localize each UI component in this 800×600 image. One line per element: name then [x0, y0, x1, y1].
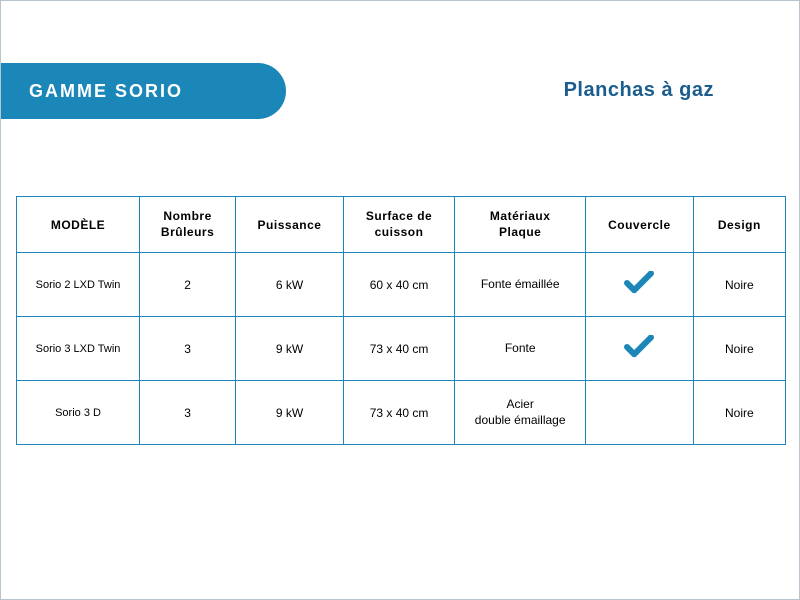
- check-icon: [624, 335, 654, 362]
- cell-burners: 2: [140, 253, 236, 317]
- col-header-power: Puissance: [236, 197, 344, 253]
- cell-model: Sorio 3 D: [17, 381, 140, 445]
- header-pill: GAMME SORIO: [1, 63, 286, 119]
- check-icon: [624, 271, 654, 298]
- col-header-surface: Surface decuisson: [343, 197, 455, 253]
- cell-cover: [586, 317, 694, 381]
- col-header-model: MODÈLE: [17, 197, 140, 253]
- cell-model: Sorio 2 LXD Twin: [17, 253, 140, 317]
- cell-design: Noire: [693, 381, 785, 445]
- product-table: MODÈLE NombreBrûleurs Puissance Surface …: [16, 196, 786, 445]
- cell-design: Noire: [693, 317, 785, 381]
- table-row: Sorio 3 D39 kW73 x 40 cmAcierdouble émai…: [17, 381, 786, 445]
- cell-surface: 60 x 40 cm: [343, 253, 455, 317]
- cell-model: Sorio 3 LXD Twin: [17, 317, 140, 381]
- cell-power: 6 kW: [236, 253, 344, 317]
- cell-cover: [586, 381, 694, 445]
- col-header-design: Design: [693, 197, 785, 253]
- cell-power: 9 kW: [236, 381, 344, 445]
- page-subtitle: Planchas à gaz: [564, 79, 714, 102]
- col-header-material: MatériauxPlaque: [455, 197, 586, 253]
- cell-burners: 3: [140, 381, 236, 445]
- table-header-row: MODÈLE NombreBrûleurs Puissance Surface …: [17, 197, 786, 253]
- table-row: Sorio 3 LXD Twin39 kW73 x 40 cmFonte Noir…: [17, 317, 786, 381]
- cell-burners: 3: [140, 317, 236, 381]
- product-table-wrapper: MODÈLE NombreBrûleurs Puissance Surface …: [16, 196, 786, 445]
- cell-cover: [586, 253, 694, 317]
- header-pill-text: GAMME SORIO: [29, 81, 183, 102]
- cell-power: 9 kW: [236, 317, 344, 381]
- cell-material: Fonte émaillée: [455, 253, 586, 317]
- cell-surface: 73 x 40 cm: [343, 317, 455, 381]
- cell-surface: 73 x 40 cm: [343, 381, 455, 445]
- cell-material: Acierdouble émaillage: [455, 381, 586, 445]
- table-row: Sorio 2 LXD Twin26 kW60 x 40 cmFonte éma…: [17, 253, 786, 317]
- col-header-cover: Couvercle: [586, 197, 694, 253]
- cell-design: Noire: [693, 253, 785, 317]
- cell-material: Fonte: [455, 317, 586, 381]
- col-header-burners: NombreBrûleurs: [140, 197, 236, 253]
